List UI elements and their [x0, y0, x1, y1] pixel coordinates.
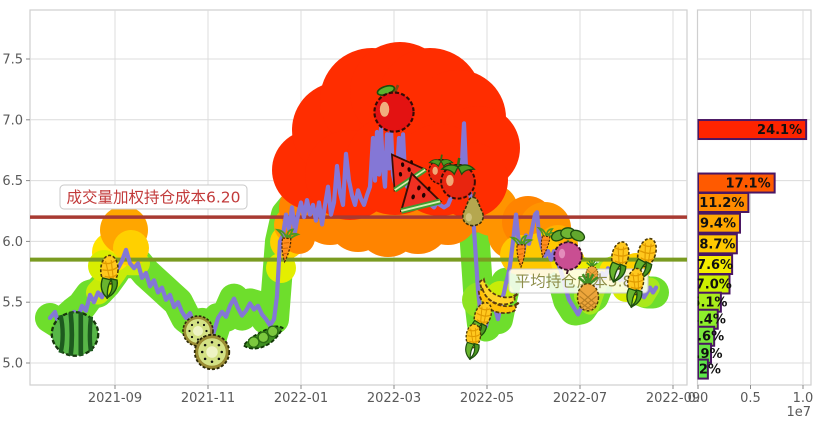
- dist-bar: [697, 233, 738, 255]
- distribution-bars-layer: 24.1% 17.1% 11.2% 9.4% 8.7% 7.6% 7.0% 5.1% 4.4% 3…: [685, 119, 808, 380]
- watermelon-icon: [52, 312, 98, 356]
- pineapple-icon: [576, 271, 600, 313]
- x-axis-tick-label: 2022-05: [460, 391, 514, 406]
- dist-x-tick-label: 1.0: [793, 391, 814, 406]
- x-axis-tick-label: 2022-01: [274, 391, 328, 406]
- dist-x-tick-label: 0.0: [688, 391, 709, 406]
- y-axis-tick-label: 5.0: [2, 357, 23, 372]
- dist-x-multiplier: 1e7: [786, 405, 811, 420]
- axis-labels-layer: 7.5 7.0 6.5 6.0 5.5 5.0 2021-09 2021-11 2022-01 2…: [2, 53, 813, 421]
- dist-bar-label: 17.1%: [726, 177, 771, 192]
- dist-bar-label: 11.2%: [699, 196, 744, 211]
- x-axis-tick-label: 2022-09: [646, 391, 700, 406]
- dist-bar-label: 7.0%: [696, 277, 732, 292]
- dist-bar-label: 3.6%: [688, 330, 724, 345]
- vwap-label-box: [59, 184, 248, 210]
- dist-x-tick-label: 0.5: [740, 391, 761, 406]
- dist-bar: [697, 191, 750, 213]
- dist-bar-label: 9.4%: [700, 217, 736, 232]
- dist-bar-label: 24.1%: [757, 123, 802, 138]
- dist-bar-label: 8.7%: [699, 237, 735, 252]
- dist-bar-label: 2.9%: [686, 347, 722, 362]
- x-axis-tick-label: 2022-03: [367, 391, 421, 406]
- y-axis-tick-label: 7.5: [2, 53, 23, 68]
- y-axis-tick-label: 6.0: [2, 235, 23, 250]
- dist-bars-clip-group: 24.1% 17.1% 11.2% 9.4% 8.7% 7.6% 7.0% 5.1% 4.4% 3…: [685, 119, 808, 380]
- vwap-label-text: 成交量加权持仓成本6.20: [66, 189, 240, 207]
- kiwi-icon: [193, 333, 231, 371]
- x-axis-tick-label: 2021-11: [181, 391, 235, 406]
- x-axis-tick-label: 2022-07: [553, 391, 607, 406]
- y-axis-tick-label: 6.5: [2, 174, 23, 189]
- dist-bar-label: 4.4%: [690, 313, 726, 328]
- vwap-cost-label: 成交量加权持仓成本6.20: [59, 184, 248, 210]
- dist-bar-label: 5.1%: [691, 296, 727, 311]
- dist-bar-label: 7.6%: [697, 258, 733, 273]
- dist-bar: [697, 119, 808, 141]
- dist-bar: [697, 212, 741, 234]
- dist-bar-label: 2.2%: [685, 363, 721, 378]
- dist-bar: [697, 358, 709, 380]
- x-axis-tick-label: 2021-09: [88, 391, 142, 406]
- y-axis-tick-label: 5.5: [2, 296, 23, 311]
- y-axis-tick-label: 7.0: [2, 113, 23, 128]
